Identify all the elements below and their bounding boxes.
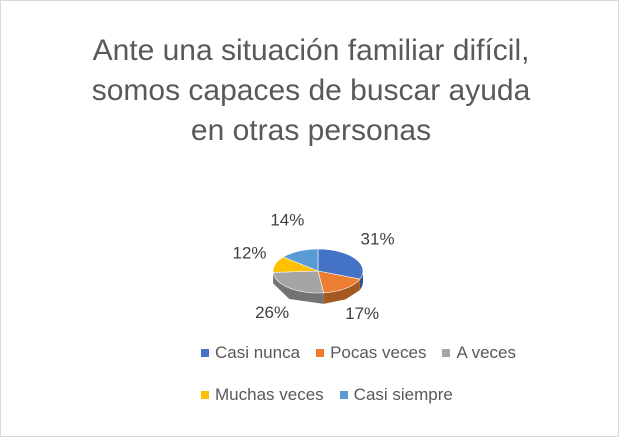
legend-item: Muchas veces [201,385,324,405]
legend-label: Pocas veces [330,343,427,362]
legend-item: Pocas veces [316,343,426,363]
legend-swatch [201,391,209,399]
slice [272,270,325,294]
legend-swatch [201,349,209,357]
slice [282,248,319,272]
data-label: 26% [255,303,289,322]
data-label: 12% [233,243,267,262]
legend-item: Casi nunca [201,343,300,363]
legend-label: A veces [456,343,516,362]
slice [272,256,319,273]
slice [317,248,364,280]
legend-item: Casi siempre [339,385,453,405]
legend-label: Casi nunca [215,343,301,362]
legend-label: Casi siempre [353,385,453,404]
legend-swatch [442,349,451,357]
data-label: 17% [345,304,379,323]
legend-item: A veces [442,343,516,363]
data-label: 31% [361,230,395,249]
data-label: 14% [270,211,304,230]
slice [317,270,361,294]
chart-title: Ante una situación familiar difícil, som… [91,34,531,147]
legend-swatch [316,349,325,357]
slice-side [323,279,360,304]
legend-label: Muchas veces [215,385,324,404]
legend: Casi nunca Pocas veces A veces Muchas veces… [201,343,541,405]
slice-side [273,272,324,304]
legend-swatch [339,391,348,399]
